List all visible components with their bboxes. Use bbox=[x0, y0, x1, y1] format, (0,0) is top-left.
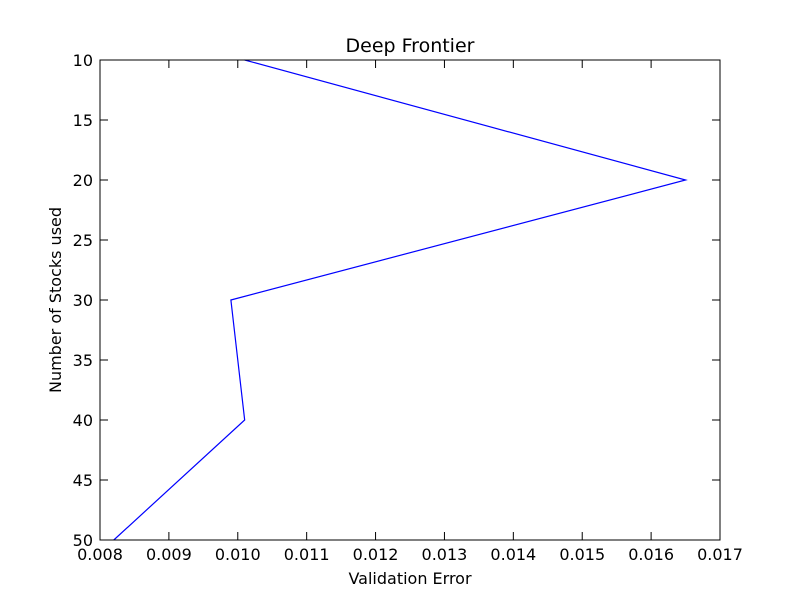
x-tick-label: 0.015 bbox=[559, 545, 605, 564]
x-tick-label: 0.011 bbox=[284, 545, 330, 564]
y-tick-label: 10 bbox=[73, 51, 93, 70]
chart-title: Deep Frontier bbox=[346, 35, 475, 57]
x-tick-label: 0.017 bbox=[697, 545, 743, 564]
x-tick-label: 0.016 bbox=[628, 545, 674, 564]
y-tick-label: 15 bbox=[73, 111, 93, 130]
y-tick-label: 25 bbox=[73, 231, 93, 250]
x-tick-label: 0.013 bbox=[422, 545, 468, 564]
y-tick-label: 50 bbox=[73, 531, 93, 550]
y-tick-label: 45 bbox=[73, 471, 93, 490]
x-tick-label: 0.014 bbox=[490, 545, 536, 564]
y-tick-label: 30 bbox=[73, 291, 93, 310]
x-tick-label: 0.012 bbox=[353, 545, 399, 564]
x-axis-label: Validation Error bbox=[348, 569, 472, 588]
x-tick-label: 0.010 bbox=[215, 545, 261, 564]
y-tick-label: 35 bbox=[73, 351, 93, 370]
y-tick-label: 20 bbox=[73, 171, 93, 190]
y-axis-label: Number of Stocks used bbox=[46, 207, 65, 393]
y-tick-label: 40 bbox=[73, 411, 93, 430]
x-tick-label: 0.009 bbox=[146, 545, 192, 564]
